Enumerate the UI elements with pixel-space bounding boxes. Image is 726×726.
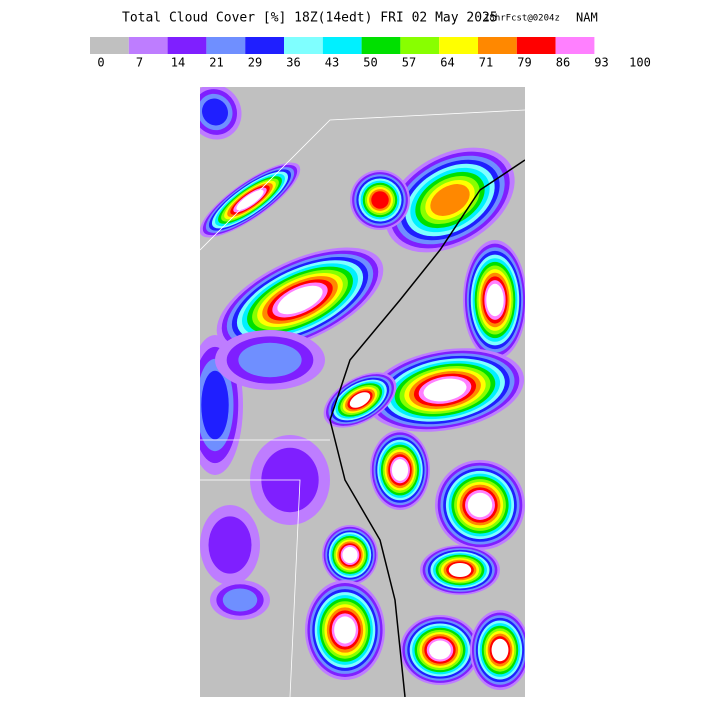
colorbar-label: 0 <box>97 56 104 70</box>
colorbar-swatch <box>128 37 168 54</box>
cloud-contour <box>423 378 467 402</box>
state-border <box>200 109 525 697</box>
colorbar-swatch <box>516 37 556 54</box>
colorbar-label: 7 <box>136 56 143 70</box>
colorbar-swatch <box>478 37 517 54</box>
cloud-contour <box>222 588 258 612</box>
colorbar: 0 7 14 21 29 36 43 50 57 64 71 79 86 93 100 <box>90 37 651 70</box>
cloud-contour <box>208 516 252 574</box>
colorbar-swatch <box>90 37 129 54</box>
colorbar-label: 71 <box>479 56 493 70</box>
cloud-contour <box>277 285 323 315</box>
colorbar-label: 14 <box>171 56 185 70</box>
cloud-map <box>200 87 525 697</box>
colorbar-label: 100 <box>629 56 651 70</box>
map-title: Total Cloud Cover [%] 18Z(14edt) FRI 02 … <box>122 11 498 26</box>
cloud-contour <box>349 392 371 408</box>
colorbar-label: 64 <box>440 56 454 70</box>
model-label: NAM <box>576 11 598 25</box>
colorbar-label: 43 <box>325 56 339 70</box>
coastline <box>329 159 525 697</box>
cloud-contour <box>334 616 356 644</box>
cloud-contour <box>202 98 228 126</box>
cloud-contour <box>467 492 493 518</box>
colorbar-label: 57 <box>402 56 416 70</box>
colorbar-label: 93 <box>594 56 608 70</box>
cloud-contour <box>491 638 509 662</box>
cloud-contour <box>201 370 229 440</box>
colorbar-swatch <box>361 37 401 54</box>
colorbar-label: 79 <box>517 56 531 70</box>
colorbar-swatch <box>206 37 246 54</box>
colorbar-label: 21 <box>209 56 223 70</box>
cloud-contour <box>486 283 504 317</box>
colorbar-swatch <box>322 37 362 54</box>
colorbar-swatch <box>439 37 478 54</box>
cloud-contour <box>429 640 451 660</box>
colorbar-swatch <box>555 37 595 54</box>
colorbar-label: 29 <box>248 56 262 70</box>
colorbar-label: 36 <box>286 56 300 70</box>
colorbar-swatch <box>167 37 207 54</box>
colorbar-label: 50 <box>363 56 377 70</box>
colorbar-swatch <box>400 37 440 54</box>
colorbar-label: 86 <box>556 56 570 70</box>
cloud-contour <box>430 184 470 216</box>
cloud-contour <box>342 546 358 564</box>
forecast-label: 18hrFcst@0204z <box>484 14 560 24</box>
colorbar-swatch <box>245 37 284 54</box>
cloud-contour <box>448 562 472 578</box>
cloud-contour <box>371 191 389 209</box>
cloud-contour <box>238 342 302 378</box>
cloud-contour <box>391 459 409 481</box>
colorbar-swatch <box>284 37 323 54</box>
